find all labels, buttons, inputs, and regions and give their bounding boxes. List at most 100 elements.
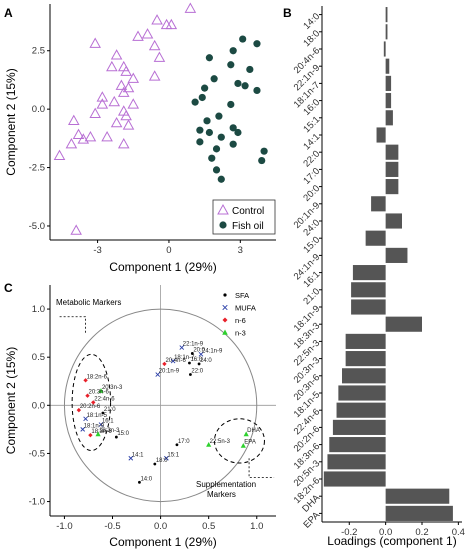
loading-bar — [351, 299, 386, 315]
x-tick-label: 0.0 — [154, 521, 167, 532]
legend-label: SFA — [235, 291, 249, 300]
annotation-supplementation: Supplementation — [196, 480, 256, 489]
n3-point — [243, 431, 249, 437]
loading-bar — [323, 471, 386, 487]
x-tick-label: -3 — [93, 245, 101, 256]
n6-point — [162, 361, 167, 367]
control-point — [132, 30, 144, 41]
loading-bar — [338, 385, 386, 401]
control-point — [84, 130, 97, 142]
loading-bar — [385, 316, 422, 332]
control-point — [117, 86, 130, 97]
control-point — [148, 39, 161, 51]
mufa-point — [164, 455, 169, 461]
fish-oil-point — [239, 35, 247, 43]
loading-bar — [365, 230, 386, 246]
y-tick-label: 0.0 — [32, 400, 45, 411]
sfa-point — [197, 362, 201, 366]
n3-point — [98, 388, 104, 393]
legend-control-label: Control — [232, 206, 264, 217]
y-tick-label: 2.5 — [32, 46, 45, 57]
legend-control-symbol — [217, 203, 229, 215]
sfa-point — [175, 443, 179, 447]
point-label: 18:1n-5 — [87, 413, 108, 419]
fish-oil-point — [234, 128, 242, 137]
point-label: 22:4n-6 — [94, 396, 115, 402]
control-point — [115, 79, 128, 90]
point-label: 16:0 — [190, 357, 202, 363]
point-label: 20:4n-6 — [165, 358, 186, 364]
legend-label: n-3 — [235, 329, 246, 338]
fish-oil-point — [217, 133, 225, 141]
point-label: 24:0 — [200, 358, 212, 364]
y-tick-label: -0.5 — [29, 448, 45, 459]
supplementation-markers-ellipse — [213, 418, 265, 464]
control-point — [110, 116, 123, 128]
loading-bar — [385, 7, 388, 23]
legend-mufa-symbol — [222, 304, 228, 311]
sfa-point — [190, 351, 194, 355]
control-point — [165, 18, 178, 30]
mufa-point — [128, 455, 134, 461]
fish-oil-point — [203, 117, 211, 125]
x-tick-label: 0 — [166, 245, 171, 256]
sfa-point — [114, 435, 118, 439]
n6-point — [76, 407, 82, 413]
n3-point — [206, 441, 212, 447]
x-tick-label: 1.0 — [250, 521, 263, 532]
point-label: 20:2n-6 — [80, 404, 101, 410]
point-label: 18:1n-7 — [174, 355, 195, 361]
x-axis-title: Component 1 (29%) — [109, 535, 216, 549]
control-point — [108, 95, 121, 107]
legend-n3-symbol — [222, 329, 228, 335]
fish-oil-point — [196, 126, 204, 134]
n6-point — [83, 378, 88, 383]
fish-oil-point — [234, 79, 242, 88]
control-point — [101, 130, 113, 142]
x-axis-title: Component 1 (29%) — [109, 260, 216, 274]
control-point — [120, 65, 132, 76]
sfa-point — [153, 462, 157, 466]
point-label: 15:1 — [167, 452, 179, 458]
control-point — [127, 98, 140, 109]
loading-bar — [376, 127, 386, 143]
point-label: 18:2n-6 — [87, 374, 108, 380]
x-tick-label: -0.5 — [104, 521, 120, 532]
fish-oil-point — [229, 140, 237, 148]
x-tick-label: 0.2 — [415, 527, 428, 538]
n3-point — [95, 431, 101, 437]
point-label: 14:0 — [140, 476, 152, 482]
loading-bar — [327, 454, 386, 470]
x-axis-title: Loadings (component 1) — [327, 534, 456, 548]
loading-bar — [329, 437, 386, 453]
control-point — [77, 133, 90, 144]
point-label: 24:1n-9 — [202, 348, 223, 354]
y-axis-title: Component 2 (15%) — [4, 347, 18, 454]
control-point — [89, 107, 101, 118]
control-point — [153, 51, 166, 62]
metabolic-leader — [59, 316, 86, 334]
loading-bar — [385, 58, 390, 74]
control-point — [96, 98, 109, 109]
y-tick-label: 0.5 — [32, 352, 45, 363]
fish-oil-point — [227, 61, 235, 69]
x-tick-label: 3 — [238, 245, 243, 256]
point-label: 22:0 — [191, 369, 203, 375]
correlation-circle — [63, 308, 258, 503]
loading-bar — [336, 402, 386, 418]
supplementation-leader — [248, 458, 275, 478]
point-label: 15:0 — [117, 431, 129, 437]
mufa-point — [98, 422, 104, 427]
y-tick-label: -1.0 — [29, 497, 45, 508]
fish-oil-point — [229, 47, 237, 55]
y-tick-label: 1.0 — [32, 304, 45, 315]
n6-point — [85, 393, 90, 398]
loading-bar — [345, 333, 386, 349]
panel-label-b: B — [283, 6, 292, 20]
point-label: 18:3n-6 — [91, 429, 112, 435]
n6-point — [91, 400, 96, 405]
control-point — [96, 91, 109, 102]
control-point — [70, 224, 82, 235]
fish-oil-point — [210, 75, 218, 83]
point-label: 18:0 — [156, 458, 168, 464]
